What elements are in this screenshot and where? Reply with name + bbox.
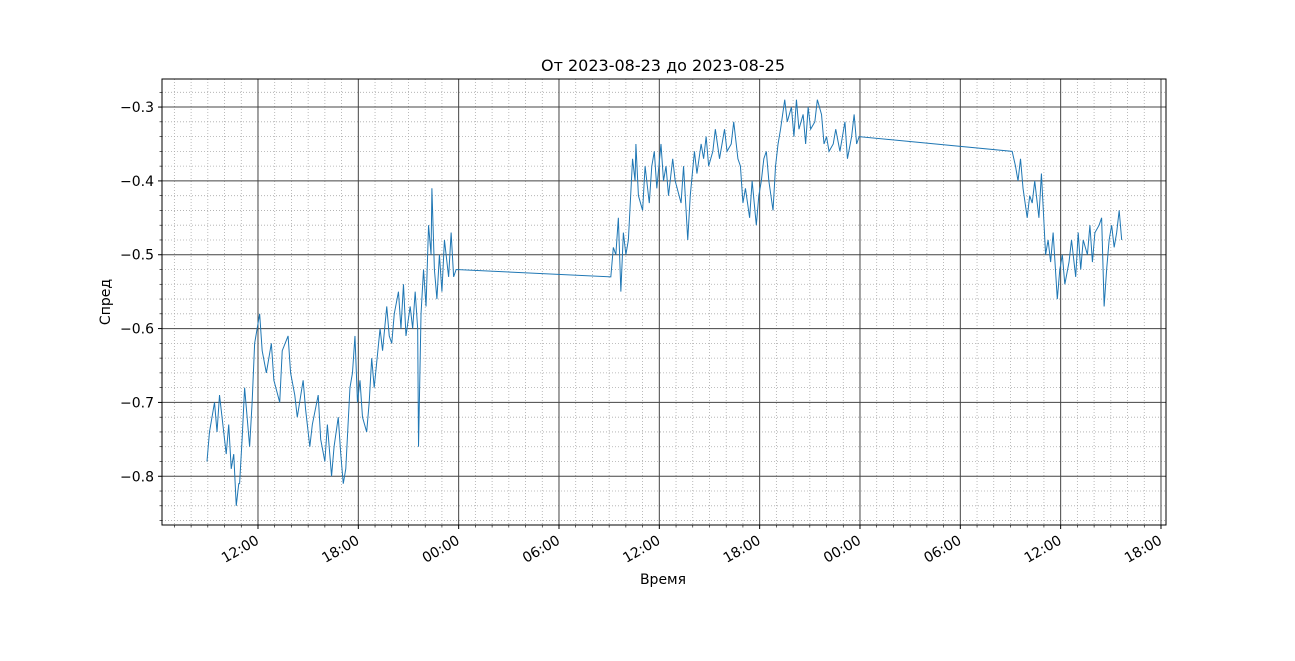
y-tick-label: −0.7 [120, 395, 154, 411]
chart-title: От 2023-08-23 до 2023-08-25 [541, 56, 785, 75]
y-tick-label: −0.4 [120, 174, 154, 190]
x-axis-label: Время [640, 572, 686, 588]
series-line [206, 99, 1123, 506]
y-axis-label: Спред [98, 279, 114, 325]
y-tick-label: −0.8 [120, 469, 154, 485]
y-tick-label: −0.5 [120, 248, 154, 264]
plot-frame [161, 78, 1167, 526]
y-tick-label: −0.6 [120, 322, 154, 338]
y-tick-label: −0.3 [120, 100, 154, 116]
